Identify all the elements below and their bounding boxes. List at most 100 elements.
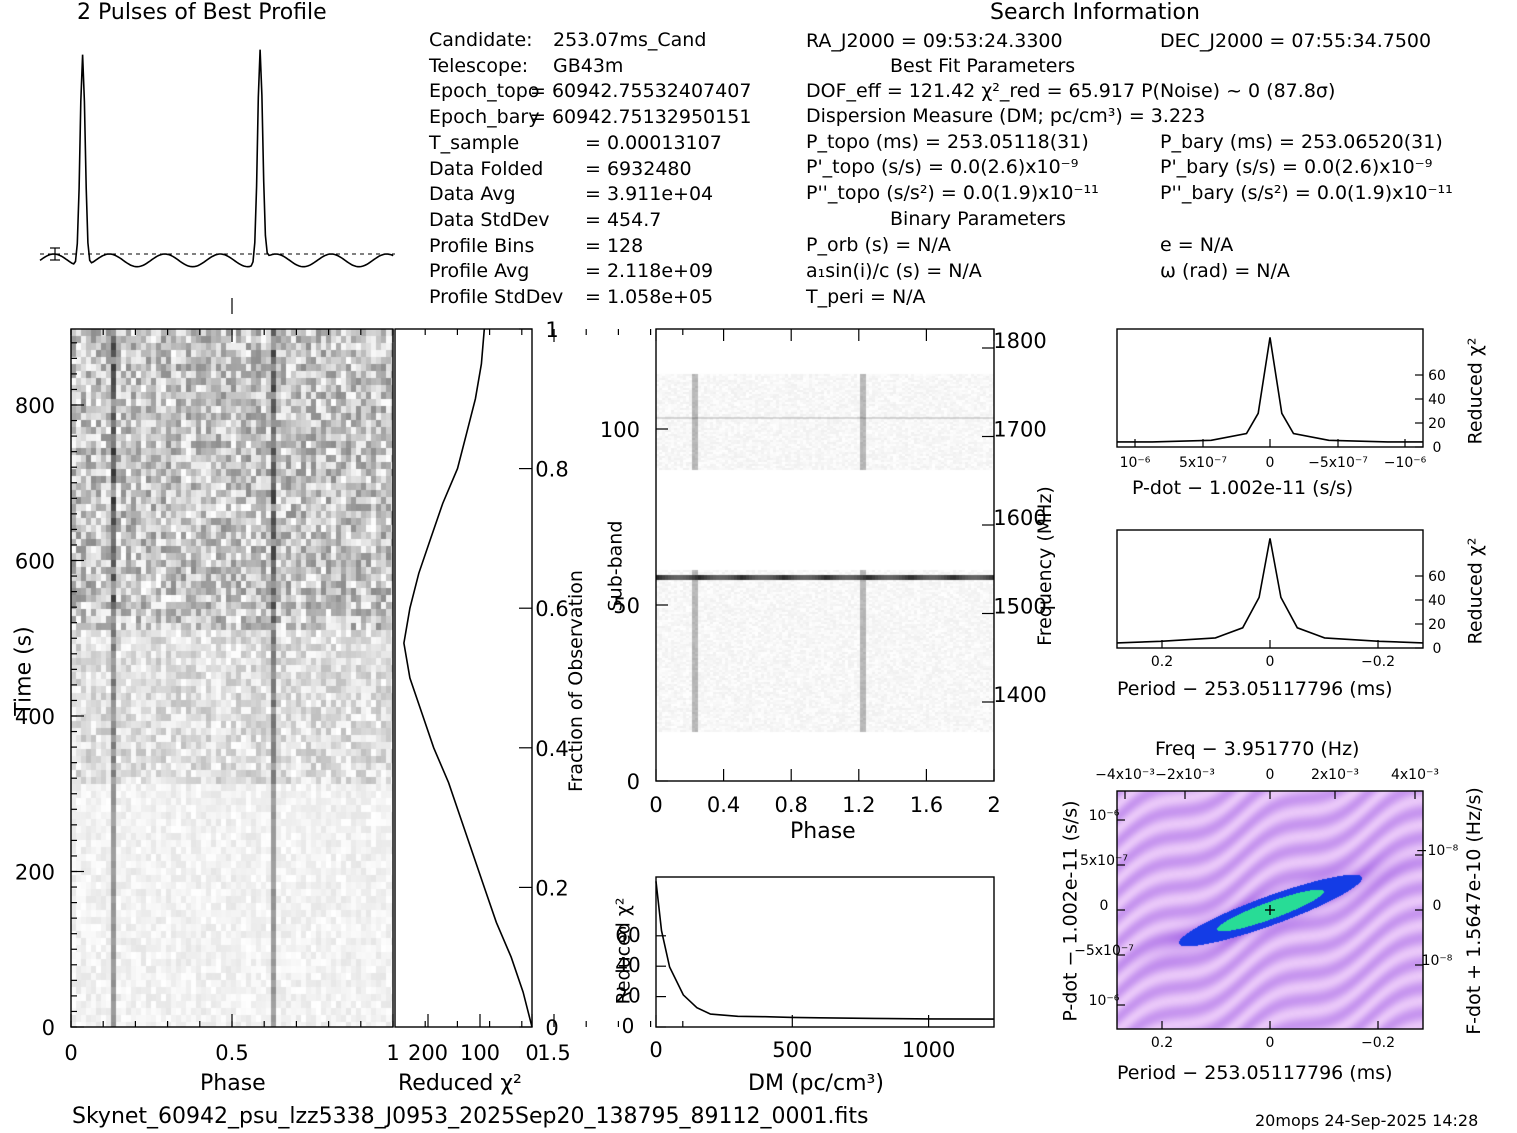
freq-tick-label: 1700 <box>993 418 1046 442</box>
period-tick-label: 0.2 <box>1151 654 1173 670</box>
time-ylabel: Time (s) <box>14 626 36 715</box>
period-y-tick-label: 20 <box>1428 617 1446 633</box>
period-curve <box>1117 538 1423 643</box>
fraction-tick-label: 1 <box>545 318 558 342</box>
info-label: Data StdDev <box>429 209 550 231</box>
subband-x-tick-label: 0 <box>649 793 662 817</box>
subband-x-tick-label: 2 <box>987 793 1000 817</box>
map-x-tick-label: −0.2 <box>1361 1035 1395 1051</box>
period-tick-label: 0 <box>1266 654 1275 670</box>
dm-tick-label: 500 <box>772 1038 812 1062</box>
map-y-tick-label: 0 <box>1100 898 1109 914</box>
fraction-tick-label: 0.8 <box>535 458 568 482</box>
time-tick-label: 0 <box>42 1016 55 1040</box>
redchi-curve <box>404 329 532 1027</box>
redchi-tick-label: 100 <box>460 1041 500 1065</box>
subband-x-tick-label: 1.6 <box>910 793 943 817</box>
subband-x-tick-label: 0.8 <box>774 793 807 817</box>
map-xlabel: Period − 253.05117796 (ms) <box>1117 1062 1393 1084</box>
fraction-label: Fraction of Observation <box>565 570 587 792</box>
pddtopo-text: P''_topo (s/s²) = 0.0(1.9)x10⁻¹¹ <box>806 182 1099 204</box>
info-label: Data Avg <box>429 183 516 205</box>
dm-curve <box>656 881 994 1019</box>
phase-tick-label: 1 <box>386 1041 399 1065</box>
phase-tick-label: 0.5 <box>215 1041 248 1065</box>
info-value: = 454.7 <box>585 209 661 231</box>
map-right-tick-label: −10⁻⁸ <box>1416 843 1459 859</box>
fraction-tick-label: 0 <box>545 1016 558 1040</box>
info-value: = 1.058e+05 <box>585 286 713 308</box>
pdot-plot: 10⁻⁶ 5x10⁻⁷ 0 −5x10⁻⁷ −10⁻⁶ 0 20 40 60 <box>1117 329 1446 471</box>
dec-text: DEC_J2000 = 07:55:34.7500 <box>1160 30 1431 52</box>
filename: Skynet_60942_psu_lzz5338_J0953_2025Sep20… <box>72 1106 868 1128</box>
pdot-y-tick-label: 0 <box>1433 440 1442 456</box>
dof-text: DOF_eff = 121.42 χ²_red = 65.917 P(Noise… <box>806 80 1335 102</box>
subband-ylabel: Sub-band <box>604 521 626 612</box>
best-fit-title: Best Fit Parameters <box>890 55 1075 77</box>
info-label: Profile StdDev <box>429 286 563 308</box>
phase-tick-label: 0 <box>64 1041 77 1065</box>
time-tick-label: 800 <box>15 394 55 418</box>
pdot-tick-label: 5x10⁻⁷ <box>1179 455 1227 471</box>
map-toplabel: Freq − 3.951770 (Hz) <box>1155 738 1359 760</box>
map-top-tick-label: 4x10⁻³ <box>1391 767 1439 783</box>
time-tick-label: 200 <box>15 861 55 885</box>
map-top-tick-label: 2x10⁻³ <box>1311 767 1359 783</box>
pdot-tick-label: 0 <box>1266 455 1275 471</box>
info-value: = 128 <box>585 235 643 257</box>
map-rightlabel: F-dot + 1.5647e-10 (Hz/s) <box>1463 787 1485 1035</box>
dm-ylabel: Reduced χ² <box>612 898 634 1005</box>
map-right-tick-label: 0 <box>1433 898 1442 914</box>
info-value: = 0.00013107 <box>585 132 722 154</box>
map-top-tick-label: −2x10⁻³ <box>1155 767 1215 783</box>
redchi-time-plot: 200 100 000.20.40.60.81 <box>395 318 569 1065</box>
pdot-tick-label: 10⁻⁶ <box>1120 455 1151 471</box>
subband-axes: 0 50 100 0 0.4 0.8 1.2 1.6 2 1400 1500 1600 1700 1800 <box>600 329 1047 817</box>
period-tick-label: −0.2 <box>1361 654 1395 670</box>
dm-tick-label: 1000 <box>902 1038 955 1062</box>
pdot-y-tick-label: 40 <box>1428 392 1446 408</box>
map-ylabel: P-dot − 1.002e-11 (s/s) <box>1060 800 1082 1021</box>
map-top-tick-label: 0 <box>1266 767 1275 783</box>
map-x-tick-label: 0 <box>1266 1035 1275 1051</box>
subband-xlabel: Phase <box>790 821 856 843</box>
period-xlabel: Period − 253.05117796 (ms) <box>1117 678 1393 700</box>
fraction-tick-label: 0.4 <box>535 737 568 761</box>
profile-title: 2 Pulses of Best Profile <box>77 2 327 24</box>
map-y-tick-label: 5x10⁻⁷ <box>1080 853 1128 869</box>
period-y-tick-label: 0 <box>1433 641 1442 657</box>
footer-stamp: 20mops 24-Sep-2025 14:28 <box>1255 1110 1478 1132</box>
a1-text: a₁sin(i)/c (s) = N/A <box>806 260 982 282</box>
search-title: Search Information <box>990 2 1200 24</box>
freq-label: Frequency (MHz) <box>1034 486 1056 646</box>
period-plot: 0.2 0 −0.2 0 20 40 60 <box>1117 530 1446 670</box>
time-tick-label: 600 <box>15 550 55 574</box>
map-top-tick-label: −4x10⁻³ <box>1095 767 1155 783</box>
info-value: = 3.911e+04 <box>585 183 713 205</box>
tperi-text: T_peri = N/A <box>806 286 926 308</box>
map-y-tick-label: 10⁻⁶ <box>1089 808 1120 824</box>
period-ylabel: Reduced χ² <box>1464 538 1486 645</box>
period-y-tick-label: 60 <box>1428 569 1446 585</box>
fraction-tick-label: 0.2 <box>535 876 568 900</box>
dm-text: Dispersion Measure (DM; pc/cm³) = 3.223 <box>806 105 1205 127</box>
phase-xlabel: Phase <box>200 1073 266 1095</box>
profile-plot <box>40 50 395 314</box>
subband-tick-label: 100 <box>600 418 640 442</box>
info-value: = 2.118e+09 <box>585 260 713 282</box>
map-right-tick-label: 10⁻⁸ <box>1422 953 1453 969</box>
e-text: e = N/A <box>1160 234 1233 256</box>
dm-xlabel: DM (pc/cm³) <box>748 1073 884 1095</box>
redchi-xlabel: Reduced χ² <box>398 1073 522 1095</box>
period-y-tick-label: 40 <box>1428 593 1446 609</box>
pdot-xlabel: P-dot − 1.002e-11 (s/s) <box>1132 477 1353 499</box>
ppdot-map-axes: 0.2 0 −0.2 −4x10⁻³ −2x10⁻³ 0 2x10⁻³ 4x10⁻³ 10⁻⁶ 5… <box>1074 767 1459 1051</box>
porb-text: P_orb (s) = N/A <box>806 234 951 256</box>
map-y-tick-label: 10⁻⁶ <box>1089 993 1120 1009</box>
ptopo-text: P_topo (ms) = 253.05118(31) <box>806 131 1089 153</box>
pdot-ylabel: Reduced χ² <box>1464 338 1486 445</box>
pbary-text: P_bary (ms) = 253.06520(31) <box>1160 131 1443 153</box>
info-label: Data Folded <box>429 158 543 180</box>
pdot-curve <box>1117 337 1423 442</box>
phase-tick-label: 1.5 <box>537 1041 570 1065</box>
